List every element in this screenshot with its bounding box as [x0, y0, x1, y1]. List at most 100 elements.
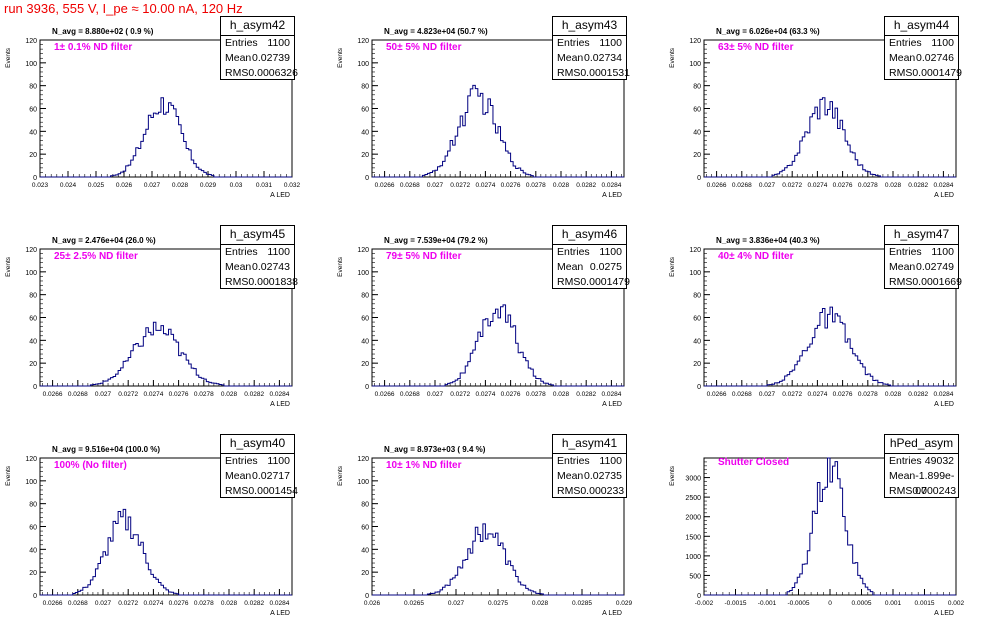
x-tick-label: 0.027: [759, 391, 776, 398]
x-tick-label: 0.027: [427, 391, 444, 398]
histogram-panel-h_asym44: 0 20 40 60 80 100 120 0.0266 0.0268 0.027 0.0272 0.…: [664, 16, 996, 225]
x-tick-label: 0.026: [364, 600, 381, 607]
x-tick-label: 0.0278: [194, 600, 214, 607]
x-tick-label: 0.001: [885, 600, 902, 607]
n-avg-label: N_avg = 3.836e+04 (40.3 %): [716, 236, 820, 245]
y-axis-label: Events: [337, 256, 344, 277]
y-tick-label: 80: [361, 502, 369, 509]
x-tick-label: 0.028: [221, 391, 238, 398]
stat-label: Entries: [225, 455, 258, 467]
filter-label: 40± 4% ND filter: [718, 251, 794, 262]
y-tick-label: 20: [361, 361, 369, 368]
histogram-bars: [704, 97, 956, 178]
stat-value: -1.899e-07: [915, 470, 955, 497]
stat-row-entries: Entries 1100: [221, 36, 294, 51]
x-tick-label: 0.0266: [707, 182, 727, 189]
stat-label: Entries: [557, 37, 590, 49]
x-tick-label: 0.0268: [400, 182, 420, 189]
y-tick-label: 20: [29, 361, 37, 368]
stat-value: 0.02717: [252, 470, 290, 482]
x-tick-label: 0.002: [948, 600, 965, 607]
stat-value: 1100: [599, 246, 622, 258]
histogram-name: h_asym44: [885, 17, 958, 36]
y-tick-label: 100: [689, 270, 701, 277]
y-tick-label: 60: [361, 107, 369, 114]
y-tick-label: 40: [361, 129, 369, 136]
y-tick-label: 40: [361, 338, 369, 345]
stat-value: 0.0001531: [580, 67, 630, 79]
x-axis-label: A LED: [270, 192, 290, 199]
histogram-plot: 0 20 40 60 80 100 120 0.0266 0.0268 0.027 0.0272 0.…: [5, 247, 293, 408]
x-axis-label: A LED: [934, 192, 954, 199]
x-tick-label: 0.0266: [707, 391, 727, 398]
y-tick-label: 120: [689, 38, 701, 45]
histogram-panel-h_asym43: 0 20 40 60 80 100 120 0.0266 0.0268 0.027 0.0272 0.…: [332, 16, 664, 225]
histogram-panel-h_asym47: 0 20 40 60 80 100 120 0.0266 0.0268 0.027 0.0272 0.…: [664, 225, 996, 434]
x-tick-label: 0.0272: [782, 391, 802, 398]
x-tick-label: 0.0272: [118, 391, 138, 398]
stat-row-mean: Mean -1.899e-07: [885, 469, 958, 497]
y-tick-label: 20: [693, 361, 701, 368]
stat-label: RMS: [889, 485, 913, 497]
stat-row-entries: Entries 1100: [553, 245, 626, 260]
x-tick-label: 0.0272: [450, 182, 470, 189]
stat-label: Mean: [557, 261, 584, 273]
x-tick-label: 0.027: [95, 600, 112, 607]
stat-label: RMS: [225, 485, 249, 497]
y-tick-label: 20: [29, 570, 37, 577]
x-tick-label: 0.028: [553, 182, 570, 189]
y-tick-label: 100: [357, 61, 369, 68]
x-tick-label: 0.028: [553, 391, 570, 398]
stat-box: h_asym47 Entries 1100 Mean 0.02749 RMS 0.00016…: [884, 225, 962, 289]
x-tick-label: -0.0015: [724, 600, 746, 607]
x-tick-label: 0.0278: [526, 391, 546, 398]
stat-value: 0.02739: [252, 52, 290, 64]
x-tick-label: 0.0274: [143, 600, 163, 607]
y-tick-label: 0: [697, 593, 701, 600]
stat-label: Mean: [889, 261, 916, 273]
histogram-panel-hPed_asym: 0 500 1000 1500 2000 2500 3000 -0.002 -0.0015 -0.…: [664, 434, 996, 643]
x-tick-label: 0.027: [427, 182, 444, 189]
y-tick-label: 60: [29, 316, 37, 323]
x-tick-label: 0.0266: [375, 391, 395, 398]
stat-box: h_asym46 Entries 1100 Mean 0.0275 RMS 0.000147…: [552, 225, 630, 289]
x-tick-label: 0.0285: [572, 600, 592, 607]
histogram-bars: [40, 97, 292, 178]
stat-label: Entries: [889, 455, 922, 467]
x-tick-label: 0.023: [32, 182, 49, 189]
stat-value: 1100: [931, 246, 954, 258]
y-tick-label: 100: [357, 270, 369, 277]
histogram-bars: [704, 306, 956, 387]
y-tick-label: 0: [33, 384, 37, 391]
y-tick-label: 40: [693, 338, 701, 345]
y-tick-label: 0: [365, 175, 369, 182]
stat-box: hPed_asym Entries 49032 Mean -1.899e-07 RMS 0.…: [884, 434, 959, 498]
y-tick-label: 100: [25, 61, 37, 68]
stat-label: Entries: [225, 37, 258, 49]
x-tick-label: 0.0275: [488, 600, 508, 607]
histogram-plot: 0 20 40 60 80 100 120 0.026 0.0265 0.027 0.0275 0.0…: [337, 456, 633, 617]
n-avg-label: N_avg = 4.823e+04 (50.7 %): [384, 27, 488, 36]
x-tick-label: 0.0266: [43, 391, 63, 398]
y-tick-label: 40: [29, 129, 37, 136]
stat-value: 1100: [267, 246, 290, 258]
x-tick-label: 0.027: [759, 182, 776, 189]
n-avg-label: N_avg = 7.539e+04 (79.2 %): [384, 236, 488, 245]
stat-box: h_asym43 Entries 1100 Mean 0.02734 RMS 0.00015…: [552, 16, 630, 80]
stat-row-rms: RMS 0.0001454: [221, 484, 298, 499]
x-tick-label: -0.001: [758, 600, 777, 607]
y-tick-label: 60: [29, 107, 37, 114]
histogram-panel-h_asym41: 0 20 40 60 80 100 120 0.026 0.0265 0.027 0.0275 0.0…: [332, 434, 664, 643]
x-tick-label: 0.0276: [833, 182, 853, 189]
x-tick-label: 0.0274: [475, 391, 495, 398]
stat-box: h_asym44 Entries 1100 Mean 0.02746 RMS 0.00014…: [884, 16, 962, 80]
y-tick-label: 40: [693, 129, 701, 136]
x-tick-label: 0.0284: [601, 182, 621, 189]
x-axis-label: A LED: [602, 192, 622, 199]
histogram-panel-h_asym42: 0 20 40 60 80 100 120 0.023 0.024 0.025 0.026 0.027…: [0, 16, 332, 225]
y-tick-label: 60: [29, 525, 37, 532]
stat-value: 1100: [931, 37, 954, 49]
histogram-name: h_asym47: [885, 226, 958, 245]
filter-label: 1± 0.1% ND filter: [54, 42, 133, 53]
filter-label: 25± 2.5% ND filter: [54, 251, 138, 262]
